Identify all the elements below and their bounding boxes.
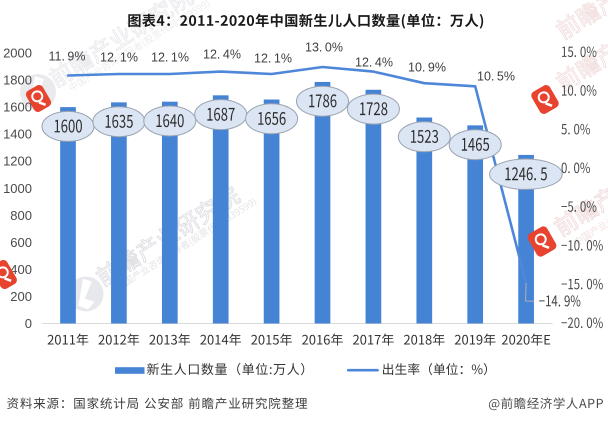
svg-text:10. 5%: 10. 5% — [477, 70, 515, 84]
svg-text:12. 4%: 12. 4% — [203, 48, 241, 62]
svg-text:1200: 1200 — [3, 154, 32, 169]
svg-text:10. 9%: 10. 9% — [408, 61, 446, 75]
svg-text:800: 800 — [10, 208, 32, 223]
svg-text:12. 1%: 12. 1% — [100, 51, 138, 65]
svg-text:2000: 2000 — [3, 46, 32, 61]
svg-text:1600: 1600 — [3, 100, 32, 115]
svg-text:600: 600 — [10, 235, 32, 250]
svg-text:13. 0%: 13. 0% — [305, 41, 343, 55]
svg-text:0: 0 — [25, 316, 32, 331]
svg-text:12. 4%: 12. 4% — [355, 56, 393, 70]
svg-text:1400: 1400 — [3, 127, 32, 142]
svg-text:12. 1%: 12. 1% — [254, 52, 292, 66]
svg-text:1800: 1800 — [3, 73, 32, 88]
svg-text:200: 200 — [10, 289, 32, 304]
svg-text:11. 9%: 11. 9% — [48, 50, 85, 64]
svg-text:12. 1%: 12. 1% — [151, 51, 189, 65]
svg-text:400: 400 — [10, 262, 32, 277]
svg-text:1000: 1000 — [3, 181, 32, 196]
